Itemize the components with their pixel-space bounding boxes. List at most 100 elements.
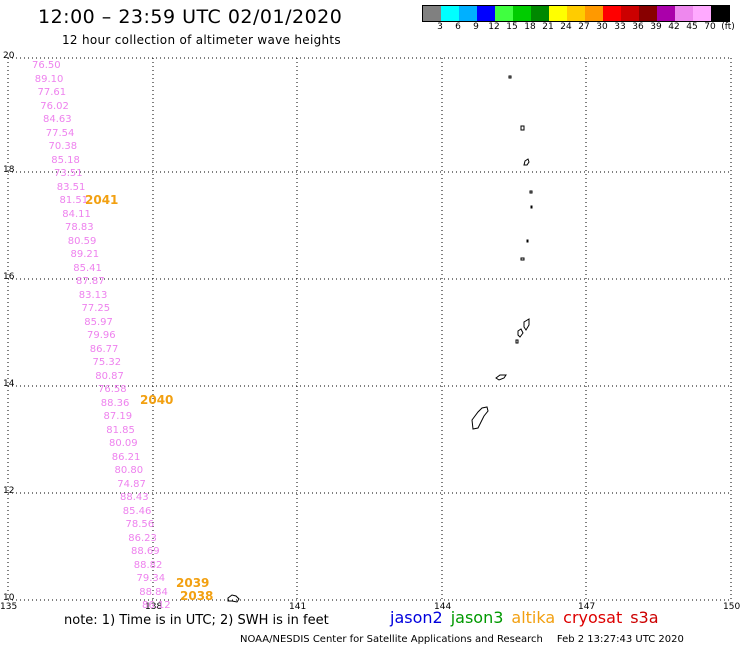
wave-height-value: 73.51: [54, 168, 83, 179]
lon-tick-label: 144: [434, 602, 452, 612]
wave-height-value: 77.61: [37, 87, 67, 98]
wave-height-value: 88.82: [133, 559, 163, 571]
island-guguan: [520, 257, 525, 261]
wave-height-colorbar: [422, 5, 730, 22]
colorbar-label: 70: [704, 22, 716, 32]
wave-height-value: 86.12: [142, 600, 171, 611]
colorbar-cell: [423, 6, 441, 21]
legend-item-altika: altika: [511, 608, 556, 627]
page-subtitle: 12 hour collection of altimeter wave hei…: [62, 33, 341, 47]
wave-height-value: 70.38: [48, 141, 78, 152]
grid-lines: [7, 57, 732, 601]
wave-height-value: 80.59: [67, 235, 97, 247]
lat-tick-label: 16: [3, 272, 15, 282]
wave-height-value: 76.02: [40, 100, 69, 112]
wave-height-value: 89.10: [34, 73, 64, 85]
pass-time-label: 2040: [140, 393, 174, 407]
wave-height-value: 86.21: [111, 451, 141, 463]
colorbar-cell: [495, 6, 513, 21]
wave-height-value: 85.18: [51, 154, 80, 166]
wave-height-value: 84.11: [62, 208, 91, 220]
colorbar-label: 15: [506, 22, 518, 32]
wave-height-value: 89.21: [70, 249, 100, 260]
wave-height-value: 83.51: [56, 181, 86, 193]
colorbar-label: 30: [596, 22, 608, 32]
island-agrihan: [529, 190, 533, 194]
colorbar-cell: [531, 6, 549, 21]
island-farallon: [508, 75, 512, 79]
colorbar-cell: [549, 6, 567, 21]
legend-item-s3a: s3a: [630, 608, 659, 627]
colorbar-label: 36: [632, 22, 644, 32]
colorbar-cell: [477, 6, 495, 21]
satellite-legend: jason2 jason3 altika cryosat s3a: [390, 608, 667, 627]
credit-text: NOAA/NESDIS Center for Satellite Applica…: [240, 634, 543, 645]
pass-time-label: 2041: [85, 193, 119, 207]
lon-tick-label: 135: [0, 602, 18, 612]
wave-height-value: 75.32: [92, 357, 122, 368]
colorbar-label: 9: [473, 22, 479, 32]
island-asuncion: [523, 158, 530, 166]
wave-height-value: 86.23: [128, 532, 157, 544]
colorbar-cell: [459, 6, 477, 21]
colorbar-label: 24: [560, 22, 572, 32]
colorbar-label: 3: [437, 22, 443, 32]
wave-height-value: 76.50: [32, 60, 61, 71]
lat-tick-label: 12: [3, 486, 15, 496]
island-pagan: [530, 205, 533, 209]
lat-tick-label: 18: [3, 165, 15, 175]
colorbar-cell: [711, 6, 729, 21]
wave-height-value: 87.19: [103, 411, 133, 422]
wave-height-value: 78.83: [65, 222, 94, 233]
wave-height-value: 80.87: [95, 370, 124, 382]
pass-time-label: 2039: [176, 576, 210, 590]
wave-height-value: 88.84: [139, 586, 168, 598]
wave-height-value: 87.87: [76, 276, 105, 287]
lat-tick-label: 10: [3, 593, 15, 603]
wave-height-value: 76.58: [98, 384, 127, 395]
pass-time-label: 2038: [180, 589, 214, 603]
island-guam: [471, 406, 489, 430]
wave-height-value: 79.34: [136, 573, 166, 584]
lon-tick-label: 138: [145, 602, 163, 612]
island-saipan: [523, 318, 530, 331]
colorbar-cell: [657, 6, 675, 21]
island-aguijan: [495, 374, 507, 381]
lat-tick-label: 14: [3, 379, 15, 389]
colorbar-cell: [621, 6, 639, 21]
land-outlines: [227, 75, 533, 603]
colorbar-label: 45: [686, 22, 698, 32]
wave-height-value: 79.96: [87, 330, 116, 341]
island-tinian: [517, 328, 524, 338]
wave-height-value: 81.51: [59, 195, 89, 206]
legend-item-jason2: jason2: [390, 608, 443, 627]
colorbar-cell: [639, 6, 657, 21]
wave-height-value: 85.41: [73, 262, 102, 274]
wave-height-value: 88.36: [100, 397, 130, 409]
colorbar-label: (ft): [721, 22, 735, 32]
timestamp: Feb 2 13:27:43 UTC 2020: [556, 634, 684, 645]
colorbar-labels: 3 6 9 12 15 18 21 24 27 30 33 36 39 42 45 70 (ft): [422, 22, 740, 34]
colorbar-label: 27: [578, 22, 590, 32]
wave-height-value: 83.13: [78, 289, 108, 301]
legend-item-jason3: jason3: [450, 608, 504, 627]
wave-height-value: 85.46: [122, 505, 152, 517]
credit-line: NOAA/NESDIS Center for Satellite Applica…: [240, 634, 684, 645]
colorbar-cell: [603, 6, 621, 21]
colorbar-label: 21: [542, 22, 554, 32]
wave-height-value: 86.77: [89, 343, 119, 355]
island-alamagan: [526, 239, 529, 243]
wave-height-value: 74.87: [117, 478, 146, 490]
colorbar-cell: [693, 6, 711, 21]
colorbar-cell: [675, 6, 693, 21]
colorbar-label: 6: [455, 22, 461, 32]
colorbar-label: 18: [524, 22, 536, 32]
wave-height-value: 81.85: [106, 424, 135, 436]
lon-tick-label: 150: [723, 602, 740, 612]
lat-tick-label: 20: [3, 51, 15, 61]
wave-height-value: 77.25: [81, 303, 111, 314]
lon-tick-label: 141: [289, 602, 307, 612]
colorbar-cell: [585, 6, 603, 21]
